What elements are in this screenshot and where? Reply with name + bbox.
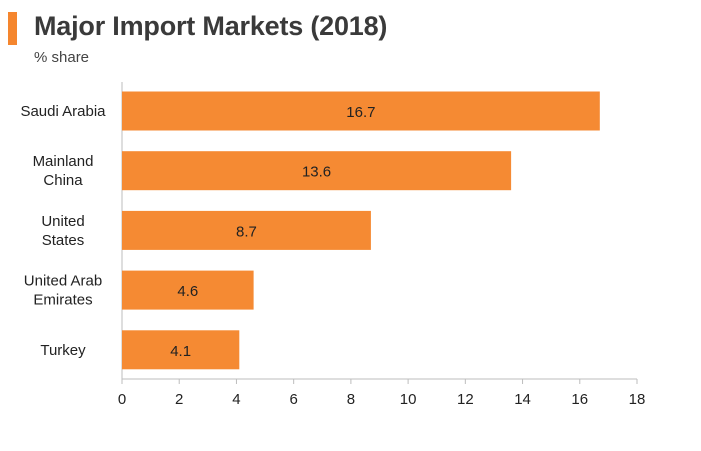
x-tick-label: 14 bbox=[514, 391, 531, 408]
category-label: Mainland China bbox=[33, 153, 94, 189]
x-tick-label: 4 bbox=[232, 391, 240, 408]
category-label-line: United bbox=[41, 213, 84, 230]
bar-value-label: 8.7 bbox=[236, 223, 257, 240]
x-tick-label: 16 bbox=[571, 391, 588, 408]
category-label-line: Mainland bbox=[33, 153, 94, 170]
bar-value-label: 4.6 bbox=[177, 283, 198, 300]
category-label-line: Turkey bbox=[40, 342, 86, 359]
x-tick-label: 2 bbox=[175, 391, 183, 408]
category-label: United States bbox=[41, 213, 84, 249]
title-accent-bar bbox=[8, 12, 17, 45]
category-label: Saudi Arabia bbox=[20, 103, 106, 120]
chart-title: Major Import Markets (2018) bbox=[34, 11, 388, 41]
x-tick-label: 18 bbox=[629, 391, 646, 408]
bar-value-label: 13.6 bbox=[302, 164, 331, 181]
x-tick-label: 8 bbox=[347, 391, 355, 408]
category-label-line: States bbox=[42, 232, 85, 249]
bar-value-label: 16.7 bbox=[346, 104, 375, 121]
category-label-line: Emirates bbox=[33, 292, 92, 309]
category-label-line: Saudi Arabia bbox=[20, 103, 106, 120]
category-label: United Arab Emirates bbox=[24, 273, 102, 309]
bar bbox=[122, 91, 600, 131]
bar bbox=[122, 270, 254, 310]
x-tick-label: 10 bbox=[400, 391, 417, 408]
bar bbox=[122, 330, 240, 370]
bar bbox=[122, 151, 512, 191]
category-label-line: China bbox=[43, 172, 83, 189]
bar-value-label: 4.1 bbox=[170, 343, 191, 360]
category-label: Turkey bbox=[40, 342, 86, 359]
bar bbox=[122, 210, 371, 250]
chart-subtitle: % share bbox=[34, 49, 90, 66]
x-tick-label: 6 bbox=[289, 391, 297, 408]
x-tick-label: 12 bbox=[457, 391, 474, 408]
category-label-line: United Arab bbox=[24, 273, 102, 290]
x-tick-label: 0 bbox=[118, 391, 126, 408]
